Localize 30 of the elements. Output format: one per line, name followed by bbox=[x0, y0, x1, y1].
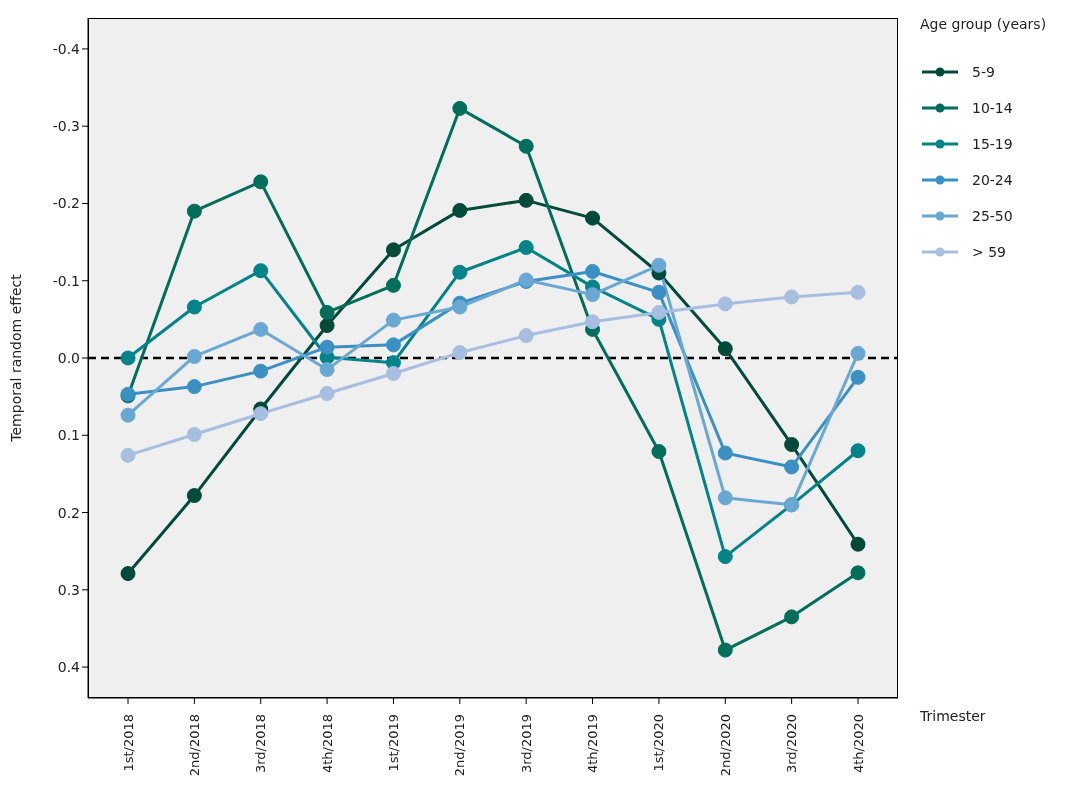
y-tick-label: -0.1 bbox=[52, 272, 80, 289]
y-tick-label: 0.3 bbox=[57, 581, 80, 598]
y-tick-label: -0.2 bbox=[52, 195, 80, 212]
y-tick-label: 0.2 bbox=[57, 504, 80, 521]
x-tick-label: 4th/2018 bbox=[319, 714, 335, 774]
x-axis-title: Trimester bbox=[920, 708, 986, 724]
x-tick-label: 3rd/2020 bbox=[784, 714, 800, 774]
y-axis-title: Temporal random effect bbox=[7, 273, 24, 443]
x-tick-label: 3rd/2019 bbox=[518, 714, 534, 774]
x-tick-label: 2nd/2020 bbox=[717, 714, 733, 777]
x-tick-label: 4th/2019 bbox=[585, 714, 601, 774]
y-tick-label: 0.0 bbox=[57, 349, 80, 366]
legend-label: > 59 bbox=[972, 244, 1006, 260]
legend-title: Age group (years) bbox=[920, 16, 1047, 32]
x-tick-label: 1st/2019 bbox=[385, 714, 401, 772]
x-tick-label: 2nd/2018 bbox=[186, 714, 202, 777]
x-tick-label: 1st/2020 bbox=[651, 714, 667, 772]
legend-label: 20-24 bbox=[972, 172, 1013, 188]
x-tick-label: 2nd/2019 bbox=[452, 714, 468, 777]
y-tick-label: 0.4 bbox=[57, 659, 81, 676]
y-tick-label: 0.1 bbox=[57, 427, 80, 444]
y-tick-label: -0.4 bbox=[52, 40, 81, 57]
x-tick-label: 3rd/2018 bbox=[253, 714, 269, 774]
x-tick-label: 4th/2020 bbox=[850, 714, 866, 774]
legend-label: 25-50 bbox=[972, 208, 1013, 224]
x-tick-label: 1st/2018 bbox=[120, 714, 136, 772]
legend-label: 10-14 bbox=[972, 100, 1013, 116]
y-tick-label: -0.3 bbox=[52, 118, 80, 135]
legend-label: 15-19 bbox=[972, 136, 1013, 152]
legend-label: 5-9 bbox=[972, 64, 995, 80]
